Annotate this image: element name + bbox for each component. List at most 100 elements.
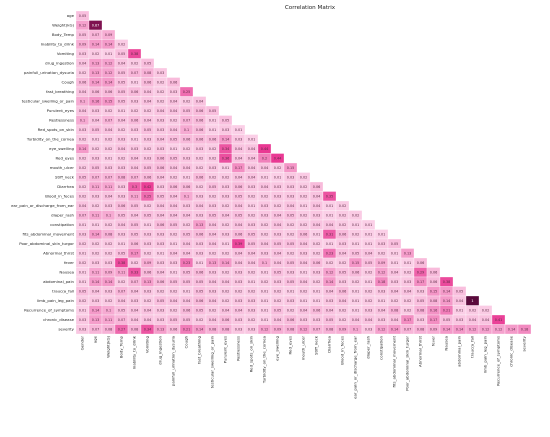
cell-value-label: 0.27 xyxy=(118,327,126,331)
cell-value-label: 0.06 xyxy=(352,270,360,274)
cell-value-label: 0.16 xyxy=(430,308,438,312)
cell-value-label: 0.01 xyxy=(209,118,217,122)
cell-value-label: 0.16 xyxy=(92,99,100,103)
cell-value-label: 0.05 xyxy=(170,137,178,141)
cell-value-label: 0.2 xyxy=(262,156,267,160)
cell-value-label: 0.11 xyxy=(92,213,100,217)
cell-value-label: 0.03 xyxy=(313,270,321,274)
cell-value-label: 0.02 xyxy=(144,204,152,208)
cell-value-label: 0.03 xyxy=(287,194,295,198)
cell-value-label: 0.02 xyxy=(469,308,477,312)
cell-value-label: 0.02 xyxy=(300,194,308,198)
cell-value-label: 0.07 xyxy=(105,118,113,122)
cell-value-label: 0.06 xyxy=(196,118,204,122)
cell-value-label: 0.04 xyxy=(196,204,204,208)
cell-value-label: 0.05 xyxy=(326,318,334,322)
cell-value-label: 0.05 xyxy=(131,232,139,236)
cell-value-label: 0.02 xyxy=(157,80,165,84)
cell-value-label: 0.34 xyxy=(144,327,152,331)
cell-value-label: 0.04 xyxy=(170,194,178,198)
cell-value-label: 0.01 xyxy=(261,270,269,274)
y-tick-label: limb_pain_leg_pain xyxy=(37,298,75,303)
cell-value-label: 0.03 xyxy=(274,232,282,236)
cell-value-label: 0.02 xyxy=(79,185,87,189)
cell-value-label: 0.13 xyxy=(92,71,100,75)
cell-value-label: 0.02 xyxy=(131,261,139,265)
cell-value-label: 0.11 xyxy=(92,270,100,274)
cell-value-label: 0.04 xyxy=(79,109,87,113)
cell-value-label: 0.05 xyxy=(92,128,100,132)
cell-value-label: 0.06 xyxy=(339,289,347,293)
cell-value-label: 0.01 xyxy=(456,308,464,312)
cell-value-label: 0.05 xyxy=(183,109,191,113)
cell-value-label: 1 xyxy=(471,299,473,303)
cell-value-label: 0.15 xyxy=(352,261,360,265)
x-tick-label: Blood_in_feces xyxy=(340,336,345,365)
cell-value-label: 0.3 xyxy=(132,185,137,189)
cell-value-label: 0.04 xyxy=(235,251,243,255)
cell-value-label: 0.07 xyxy=(105,175,113,179)
y-tick-label: painfull_urination_dysuria xyxy=(24,70,75,75)
cell-value-label: 0.12 xyxy=(378,270,386,274)
cell-value-label: 0.06 xyxy=(183,137,191,141)
x-tick-label: Weight(kG) xyxy=(106,336,111,358)
cell-value-label: 0.21 xyxy=(443,308,451,312)
cell-value-label: 0.06 xyxy=(287,318,295,322)
cell-value-label: 0.02 xyxy=(313,251,321,255)
cell-value-label: 0.03 xyxy=(300,251,308,255)
cell-value-label: 0.05 xyxy=(209,185,217,189)
y-tick-label: severity xyxy=(58,327,74,332)
y-tick-label: fast_breathing xyxy=(46,89,75,94)
cell-value-label: 0.06 xyxy=(430,280,438,284)
cell-value-label: 0.11 xyxy=(105,318,113,322)
cell-value-label: 0.38 xyxy=(131,52,139,56)
cell-value-label: 0.01 xyxy=(365,223,373,227)
cell-value-label: 0.02 xyxy=(170,118,178,122)
cell-value-label: 0.04 xyxy=(144,99,152,103)
cell-value-label: 0.02 xyxy=(313,242,321,246)
cell-value-label: 0.05 xyxy=(196,308,204,312)
cell-value-label: 0.03 xyxy=(365,308,373,312)
cell-value-label: 0.02 xyxy=(79,137,87,141)
cell-value-label: 0.05 xyxy=(157,299,165,303)
cell-value-label: 0.04 xyxy=(209,280,217,284)
cell-value-label: 0.05 xyxy=(287,261,295,265)
cell-value-label: 0.04 xyxy=(183,166,191,170)
cell-value-label: 0.04 xyxy=(92,118,100,122)
cell-value-label: 0.09 xyxy=(378,261,386,265)
cell-value-label: 0.03 xyxy=(248,223,256,227)
cell-value-label: 0.02 xyxy=(326,261,334,265)
x-tick-label: Body_Temp xyxy=(119,335,124,358)
cell-value-label: 0.03 xyxy=(118,194,126,198)
cell-value-label: 0.03 xyxy=(456,318,464,322)
cell-value-label: 0.02 xyxy=(118,280,126,284)
x-tick-label: Recurrence_of_symptoms xyxy=(496,336,501,386)
cell-value-label: 0.06 xyxy=(131,118,139,122)
cell-value-label: 0.09 xyxy=(144,261,152,265)
cell-value-label: 0.04 xyxy=(339,299,347,303)
cell-value-label: 0.02 xyxy=(105,299,113,303)
x-tick-label: Purulent_eyes xyxy=(223,336,228,363)
cell-value-label: 0.02 xyxy=(196,156,204,160)
cell-value-label: 0.06 xyxy=(300,232,308,236)
cell-value-label: 0.03 xyxy=(222,194,230,198)
cell-value-label: 0.04 xyxy=(339,251,347,255)
cell-value-label: 0.06 xyxy=(430,270,438,274)
cell-value-label: 0.06 xyxy=(79,80,87,84)
cell-value-label: 0.01 xyxy=(313,232,321,236)
cell-value-label: 0.05 xyxy=(79,175,87,179)
y-tick-label: Nausea xyxy=(59,270,74,275)
cell-value-label: 0.03 xyxy=(378,318,386,322)
cell-value-label: 0.05 xyxy=(391,242,399,246)
cell-value-label: 0.06 xyxy=(313,308,321,312)
cell-value-label: 0.04 xyxy=(144,118,152,122)
y-tick-label: fever xyxy=(64,260,74,265)
cell-value-label: 0.07 xyxy=(118,289,126,293)
cell-value-label: 0.04 xyxy=(209,318,217,322)
cell-value-label: 0.04 xyxy=(248,156,256,160)
cell-value-label: 0.04 xyxy=(235,308,243,312)
cell-value-label: 0.02 xyxy=(144,299,152,303)
cell-value-label: 0.02 xyxy=(261,223,269,227)
cell-value-label: 0.03 xyxy=(248,327,256,331)
x-tick-label: painfull_urination_dysuria xyxy=(171,335,176,386)
